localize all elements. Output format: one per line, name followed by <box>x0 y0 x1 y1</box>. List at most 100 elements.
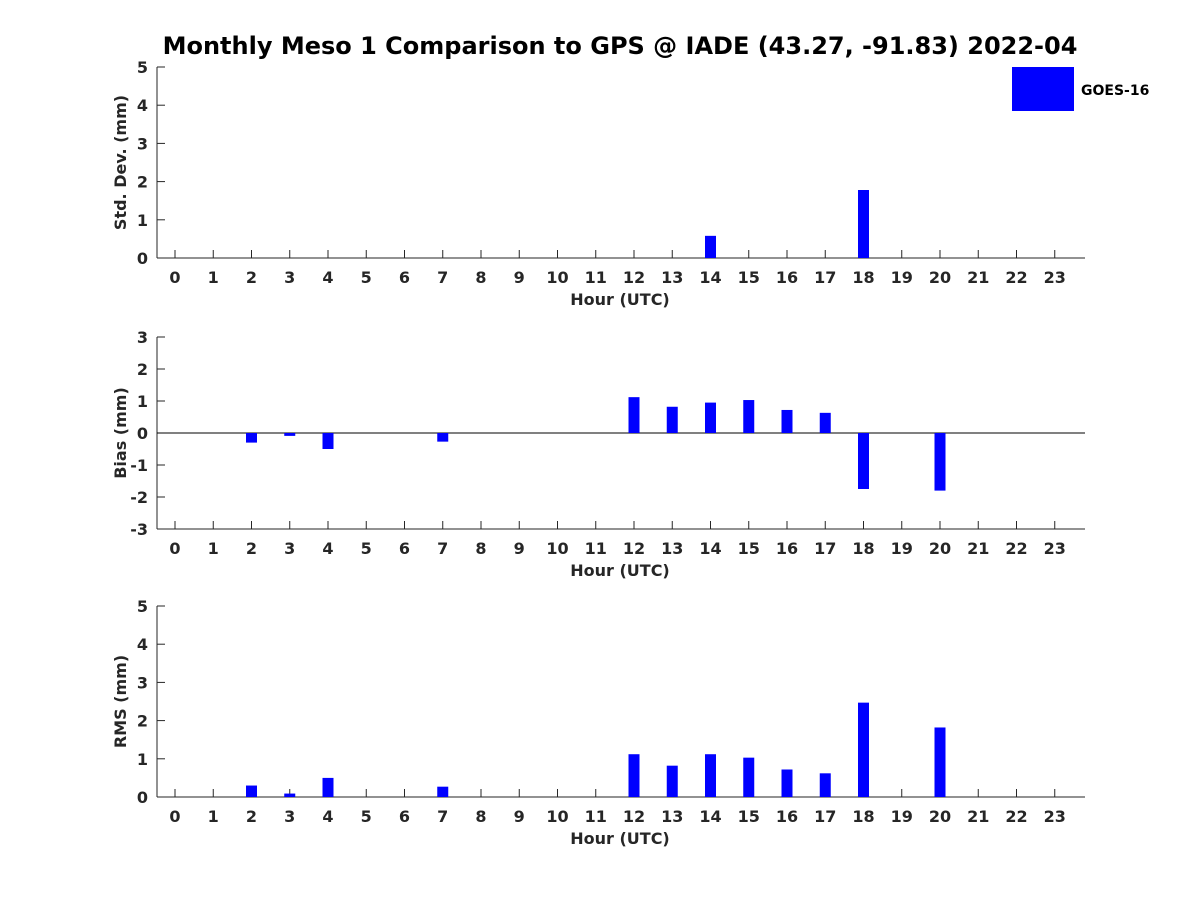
x-tick-label: 21 <box>967 539 989 558</box>
x-tick-label: 13 <box>661 268 683 287</box>
x-tick-label: 9 <box>514 539 525 558</box>
x-tick-label: 6 <box>399 539 410 558</box>
x-tick-label: 22 <box>1005 539 1027 558</box>
x-tick-label: 17 <box>814 539 836 558</box>
x-tick-label: 5 <box>361 807 372 826</box>
x-tick-label: 11 <box>585 539 607 558</box>
y-tick-label: 2 <box>137 712 148 731</box>
y-tick-label: 3 <box>137 134 148 153</box>
x-tick-label: 4 <box>322 807 333 826</box>
y-tick-label: 3 <box>137 673 148 692</box>
x-tick-label: 0 <box>169 807 180 826</box>
x-tick-label: 19 <box>891 268 913 287</box>
bar <box>819 773 831 797</box>
x-tick-label: 9 <box>514 807 525 826</box>
bar <box>628 397 640 433</box>
bar <box>858 702 869 797</box>
x-tick-label: 14 <box>699 268 721 287</box>
x-tick-label: 18 <box>852 807 874 826</box>
x-tick-label: 12 <box>623 807 645 826</box>
x-tick-label: 16 <box>776 807 798 826</box>
y-tick-label: 1 <box>137 750 148 769</box>
bar <box>705 235 716 258</box>
x-tick-label: 15 <box>738 539 760 558</box>
bar <box>628 754 640 797</box>
x-tick-label: 11 <box>585 268 607 287</box>
x-tick-label: 9 <box>514 268 525 287</box>
x-tick-label: 8 <box>475 268 486 287</box>
x-tick-label: 21 <box>967 268 989 287</box>
x-tick-label: 2 <box>246 539 257 558</box>
x-tick-label: 0 <box>169 539 180 558</box>
chart-title: Monthly Meso 1 Comparison to GPS @ IADE … <box>163 32 1078 60</box>
x-tick-label: 2 <box>246 268 257 287</box>
x-tick-label: 14 <box>699 807 721 826</box>
legend-swatch <box>1012 67 1074 111</box>
x-tick-label: 1 <box>208 268 219 287</box>
x-tick-label: 10 <box>546 807 568 826</box>
bar <box>819 412 831 433</box>
bar <box>705 402 716 433</box>
y-tick-label: 0 <box>137 249 148 268</box>
bar <box>934 433 946 491</box>
bar <box>437 433 449 442</box>
x-tick-label: 15 <box>738 268 760 287</box>
legend-label: GOES-16 <box>1081 83 1149 99</box>
bar <box>284 433 296 436</box>
x-tick-label: 19 <box>891 539 913 558</box>
x-tick-label: 21 <box>967 807 989 826</box>
bar <box>666 406 678 433</box>
bar <box>284 793 296 797</box>
x-tick-label: 13 <box>661 539 683 558</box>
x-tick-label: 18 <box>852 539 874 558</box>
x-tick-label: 20 <box>929 539 951 558</box>
x-tick-label: 19 <box>891 807 913 826</box>
x-axis-label: Hour (UTC) <box>570 290 670 309</box>
bar <box>858 433 869 489</box>
x-tick-label: 1 <box>208 807 219 826</box>
bar <box>781 769 793 797</box>
bar <box>743 400 755 433</box>
x-tick-label: 12 <box>623 539 645 558</box>
y-tick-label: -3 <box>130 520 148 539</box>
x-tick-label: 20 <box>929 268 951 287</box>
y-tick-label: 4 <box>137 96 148 115</box>
y-tick-label: 2 <box>137 173 148 192</box>
x-tick-label: 12 <box>623 268 645 287</box>
x-tick-label: 11 <box>585 807 607 826</box>
bar <box>858 190 869 258</box>
y-axis-label: RMS (mm) <box>111 655 130 748</box>
y-tick-label: -2 <box>130 488 148 507</box>
x-tick-label: 10 <box>546 268 568 287</box>
x-tick-label: 5 <box>361 268 372 287</box>
bar <box>246 785 257 797</box>
x-axis-label: Hour (UTC) <box>570 561 670 580</box>
x-tick-label: 16 <box>776 539 798 558</box>
y-tick-label: 1 <box>137 392 148 411</box>
bar <box>437 786 449 797</box>
x-tick-label: 23 <box>1044 807 1066 826</box>
x-tick-label: 2 <box>246 807 257 826</box>
x-tick-label: 8 <box>475 807 486 826</box>
y-tick-label: 0 <box>137 788 148 807</box>
x-tick-label: 7 <box>437 539 448 558</box>
bar <box>666 765 678 797</box>
x-tick-label: 22 <box>1005 268 1027 287</box>
x-tick-label: 14 <box>699 539 721 558</box>
bar <box>934 727 946 797</box>
x-tick-label: 20 <box>929 807 951 826</box>
legend: GOES-16 <box>1012 67 1149 111</box>
x-tick-label: 13 <box>661 807 683 826</box>
x-tick-label: 7 <box>437 268 448 287</box>
x-tick-label: 18 <box>852 268 874 287</box>
x-tick-label: 4 <box>322 539 333 558</box>
y-tick-label: 0 <box>137 424 148 443</box>
bar <box>781 409 793 433</box>
x-tick-label: 1 <box>208 539 219 558</box>
x-tick-label: 5 <box>361 539 372 558</box>
bar <box>322 433 334 449</box>
x-tick-label: 3 <box>284 539 295 558</box>
